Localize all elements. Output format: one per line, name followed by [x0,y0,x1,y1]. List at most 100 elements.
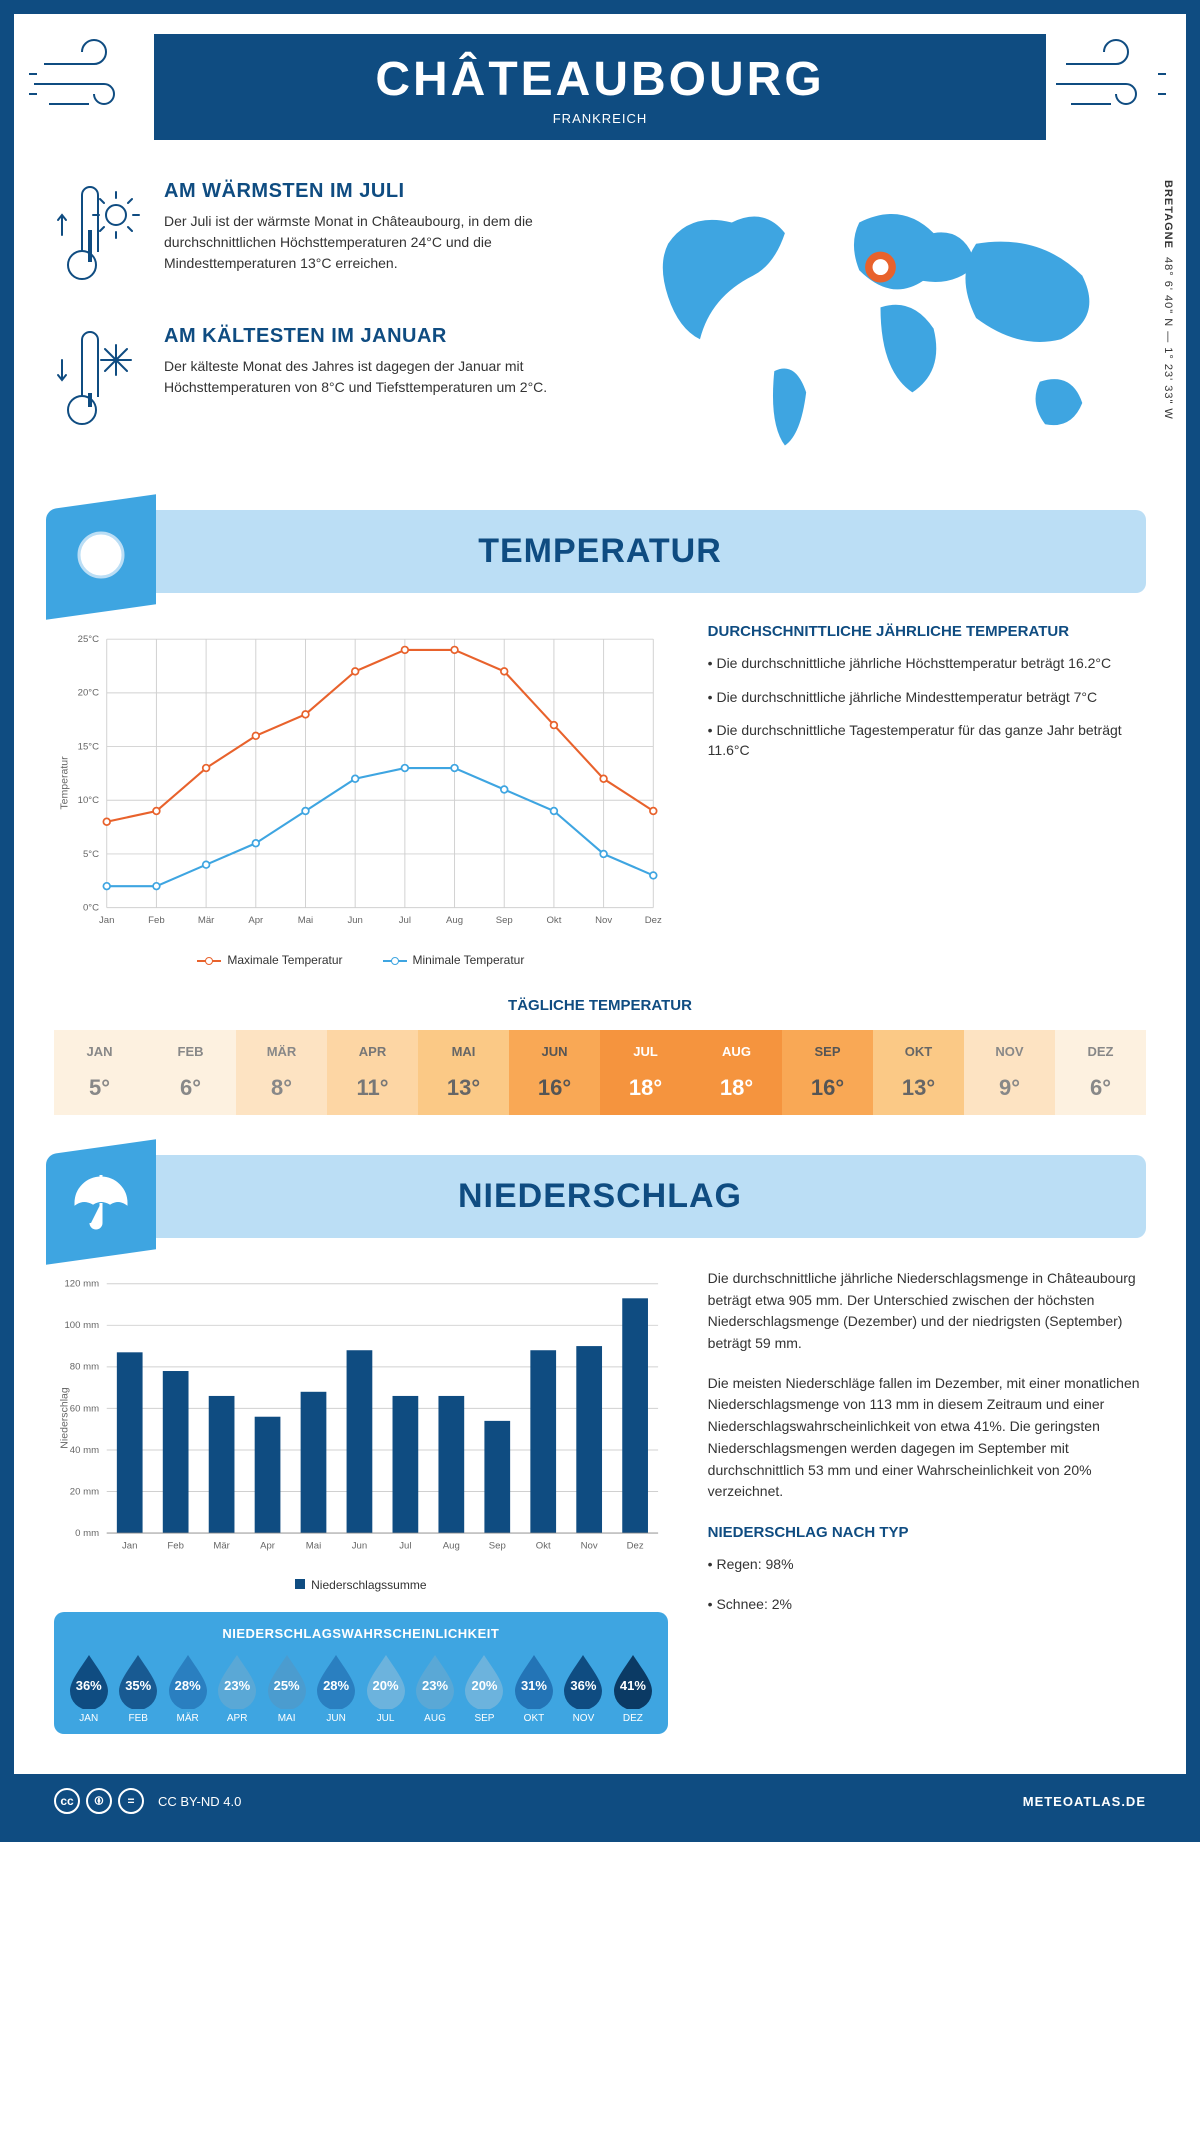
svg-text:120 mm: 120 mm [64,1279,99,1290]
daily-temp-cell: JAN5° [54,1030,145,1115]
svg-text:Aug: Aug [446,915,463,926]
svg-text:20°C: 20°C [78,688,99,699]
svg-text:Jul: Jul [399,915,411,926]
chart-legend: Maximale Temperatur Minimale Temperatur [54,953,668,967]
summary-section: AM WÄRMSTEN IM JULI Der Juli ist der wär… [54,180,1146,470]
svg-text:Okt: Okt [536,1540,551,1551]
daily-temp-cell: AUG18° [691,1030,782,1115]
probability-drop: 25%MAI [264,1653,310,1724]
daily-temp-cell: MÄR8° [236,1030,327,1115]
thermometer-sun-icon [54,180,144,295]
svg-text:Aug: Aug [443,1540,460,1551]
svg-text:Sep: Sep [496,915,513,926]
svg-text:Mai: Mai [306,1540,321,1551]
svg-text:60 mm: 60 mm [70,1403,99,1414]
svg-text:Apr: Apr [260,1540,276,1551]
svg-text:Feb: Feb [167,1540,184,1551]
svg-text:Dez: Dez [645,915,662,926]
svg-text:15°C: 15°C [78,741,99,752]
precipitation-description: Die durchschnittliche jährliche Niedersc… [708,1268,1146,1734]
daily-temp-cell: OKT13° [873,1030,964,1115]
svg-text:Jun: Jun [352,1540,367,1551]
svg-text:5°C: 5°C [83,849,99,860]
precipitation-banner: NIEDERSCHLAG [54,1155,1146,1238]
daily-temp-cell: JUN16° [509,1030,600,1115]
probability-drop: 23%APR [214,1653,260,1724]
city-title: CHÂTEAUBOURG [154,52,1046,107]
svg-text:Temperatur: Temperatur [58,756,70,810]
svg-text:Jun: Jun [347,915,362,926]
footer: cc🅯= CC BY-ND 4.0 METEOATLAS.DE [14,1774,1186,1828]
probability-drop: 23%AUG [412,1653,458,1724]
probability-drop: 20%JUL [363,1653,409,1724]
site-label: METEOATLAS.DE [1023,1794,1146,1809]
svg-text:Okt: Okt [546,915,561,926]
wind-icon [1046,34,1176,134]
coldest-title: AM KÄLTESTEN IM JANUAR [164,325,585,348]
svg-text:Nov: Nov [581,1540,598,1551]
svg-text:Feb: Feb [148,915,165,926]
warmest-fact: AM WÄRMSTEN IM JULI Der Juli ist der wär… [54,180,585,295]
warmest-text: Der Juli ist der wärmste Monat in Châtea… [164,211,585,274]
svg-text:100 mm: 100 mm [64,1320,99,1331]
svg-text:20 mm: 20 mm [70,1486,99,1497]
svg-text:Jan: Jan [99,915,114,926]
svg-text:80 mm: 80 mm [70,1362,99,1373]
umbrella-icon [46,1139,156,1264]
coordinates-label: BRETAGNE 48° 6' 40" N — 1° 23' 33" W [1162,180,1174,420]
thermometer-snow-icon [54,325,144,440]
temperature-banner: TEMPERATUR [54,510,1146,593]
precipitation-title: NIEDERSCHLAG [54,1177,1146,1216]
temperature-description: DURCHSCHNITTLICHE JÄHRLICHE TEMPERATUR •… [708,623,1146,967]
coldest-fact: AM KÄLTESTEN IM JANUAR Der kälteste Mona… [54,325,585,440]
probability-drop: 28%MÄR [165,1653,211,1724]
warmest-title: AM WÄRMSTEN IM JULI [164,180,585,203]
daily-temperature-table: TÄGLICHE TEMPERATUR JAN5°FEB6°MÄR8°APR11… [54,997,1146,1115]
daily-temp-cell: MAI13° [418,1030,509,1115]
svg-text:Mai: Mai [298,915,313,926]
daily-temp-cell: DEZ6° [1055,1030,1146,1115]
sun-icon [46,494,156,619]
daily-temp-cell: JUL18° [600,1030,691,1115]
svg-text:Mär: Mär [213,1540,230,1551]
svg-text:Jan: Jan [122,1540,137,1551]
svg-text:Nov: Nov [595,915,612,926]
svg-text:Apr: Apr [248,915,264,926]
bar-legend: Niederschlagssumme [54,1578,668,1592]
daily-temp-cell: FEB6° [145,1030,236,1115]
temperature-title: TEMPERATUR [54,532,1146,571]
coldest-text: Der kälteste Monat des Jahres ist dagege… [164,356,585,398]
probability-drop: 41%DEZ [610,1653,656,1724]
probability-drop: 36%NOV [560,1653,606,1724]
precipitation-probability: NIEDERSCHLAGSWAHRSCHEINLICHKEIT 36%JAN35… [54,1612,668,1734]
probability-drop: 28%JUN [313,1653,359,1724]
cc-icon: cc [54,1788,80,1814]
probability-drop: 36%JAN [66,1653,112,1724]
svg-text:0°C: 0°C [83,903,99,914]
country-label: FRANKREICH [154,111,1046,126]
svg-text:Jul: Jul [399,1540,411,1551]
daily-temp-cell: SEP16° [782,1030,873,1115]
license-label: CC BY-ND 4.0 [158,1794,241,1809]
svg-text:40 mm: 40 mm [70,1445,99,1456]
svg-text:Sep: Sep [489,1540,506,1551]
nd-icon: = [118,1788,144,1814]
svg-text:Mär: Mär [198,915,215,926]
precipitation-bar-chart: 0 mm 20 mm 40 mm 60 mm 80 mm 100 mm 120 mm Nied… [54,1268,668,1568]
temperature-line-chart: 0°C 5°C 10°C 15°C 20°C 25°C Jan Feb Mär Apr Mai Jun… [54,623,668,943]
header-banner: CHÂTEAUBOURG FRANKREICH [154,34,1046,140]
daily-temp-cell: NOV9° [964,1030,1055,1115]
svg-text:10°C: 10°C [78,795,99,806]
svg-text:0 mm: 0 mm [75,1528,99,1539]
svg-text:Dez: Dez [627,1540,644,1551]
probability-drop: 31%OKT [511,1653,557,1724]
svg-text:Niederschlag: Niederschlag [58,1387,70,1449]
probability-drop: 20%SEP [461,1653,507,1724]
cc-icons: cc🅯= [54,1788,144,1814]
daily-temp-cell: APR11° [327,1030,418,1115]
wind-icon [24,34,154,134]
svg-text:25°C: 25°C [78,634,99,645]
world-map [615,180,1146,461]
by-icon: 🅯 [86,1788,112,1814]
probability-drop: 35%FEB [115,1653,161,1724]
